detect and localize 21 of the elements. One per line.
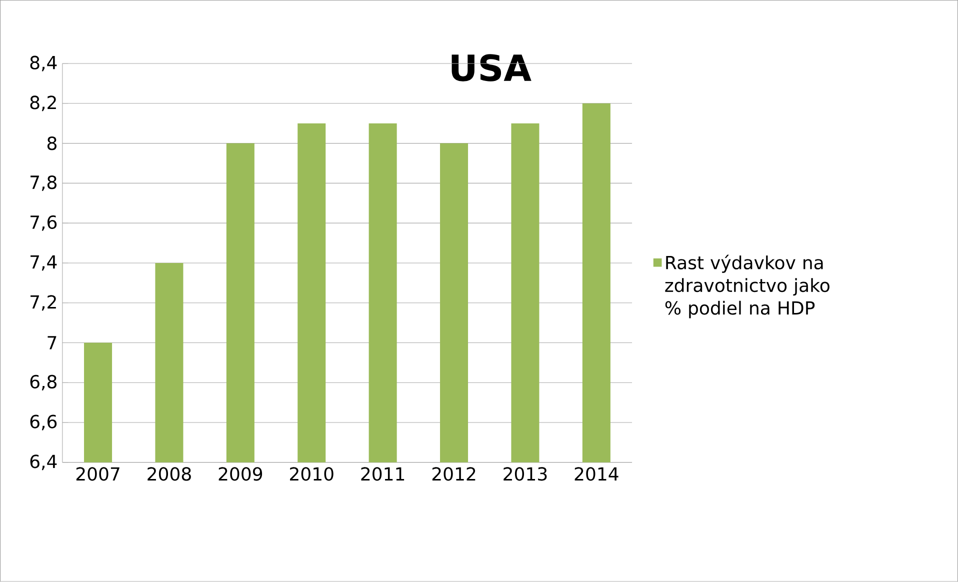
legend-label: Rast výdavkov na zdravotnictvo jako % podiel na HDP	[665, 254, 830, 318]
x-tick-label: 2013	[504, 467, 547, 481]
y-tick-label: 7	[48, 336, 56, 350]
x-tick-label: 2007	[76, 467, 120, 481]
y-tick-label: 6,6	[30, 414, 57, 430]
x-tick-label: 2014	[574, 467, 618, 481]
y-tick-label: 8	[47, 136, 56, 150]
y-tick-label: 6,8	[30, 374, 56, 390]
y-tick-label: 8,2	[30, 96, 56, 112]
y-tick-label: 7,6	[30, 215, 57, 231]
chart-title: USA	[452, 54, 532, 82]
x-tick-label: 2012	[432, 467, 476, 481]
x-tick-label: 2008	[148, 467, 191, 481]
x-tick-label: 2009	[218, 467, 262, 481]
x-tick-label: 2010	[290, 467, 334, 481]
y-tick-label: 6,4	[30, 454, 57, 470]
y-tick-label: 7,8	[30, 176, 56, 192]
y-tick-label: 7,2	[30, 295, 56, 311]
y-tick-label: 7,4	[30, 255, 57, 271]
x-tick-label: 2011	[361, 467, 404, 481]
y-tick-label: 8,4	[30, 56, 57, 72]
